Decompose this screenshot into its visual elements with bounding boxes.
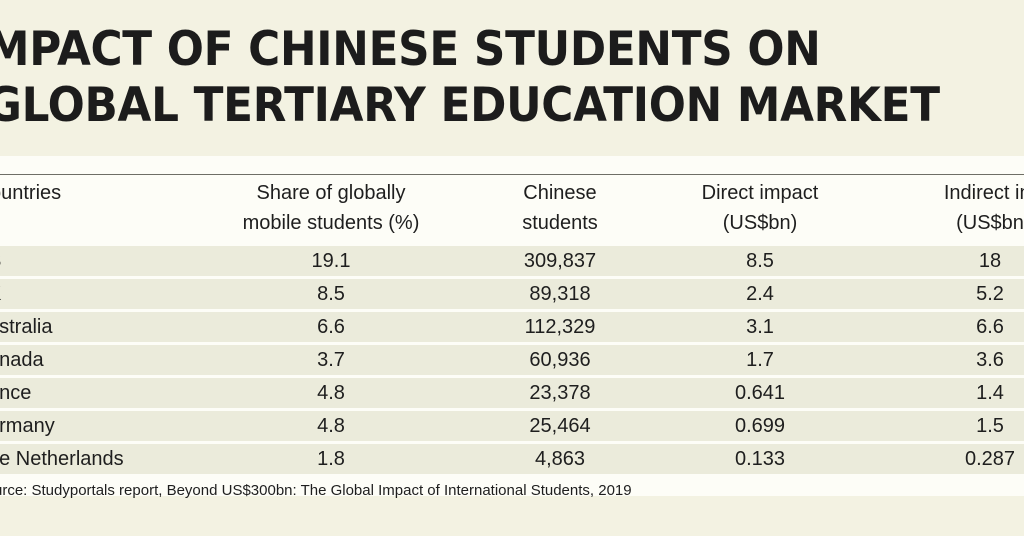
cell-direct-impact: 1.7 [746,349,774,371]
cell-chinese-students: 60,936 [529,349,591,371]
cell-chinese-students: 4,863 [534,448,586,470]
cell-indirect-impact: 1.5 [976,415,1004,437]
cell-indirect-impact: 5.2 [976,283,1004,305]
cell-indirect-impact: 1.4 [976,382,1004,404]
cell-direct-impact: 0.641 [734,382,786,404]
cell-share: 6.6 [317,316,345,338]
source-note: urce: Studyportals report, Beyond US$300… [0,482,632,499]
cell-direct-impact: 3.1 [746,316,774,338]
cell-country: he Netherlands [0,448,124,470]
title-line-2: GLOBAL TERTIARY EDUCATION MARKET [0,78,940,133]
cell-share: 19.1 [311,250,351,272]
cell-share: 4.8 [317,382,345,404]
header-direct-impact: Direct impact (US$bn) [701,182,819,234]
header-chinese-students: Chinese students [522,182,598,234]
cell-direct-impact: 0.133 [734,448,786,470]
cell-share: 8.5 [317,283,345,305]
cell-indirect-impact: 3.6 [976,349,1004,371]
table-row: ustralia 6.6 112,329 3.1 6.6 [0,312,1024,342]
cell-share: 1.8 [317,448,345,470]
table-row: ermany 4.8 25,464 0.699 1.5 [0,411,1024,441]
cell-country: anada [0,349,44,371]
cell-direct-impact: 2.4 [746,283,774,305]
cell-direct-impact: 0.699 [734,415,786,437]
cell-indirect-impact: 18 [978,250,1002,272]
cell-indirect-impact: 6.6 [976,316,1004,338]
cell-country: ance [0,382,32,404]
page-title: MPACT OF CHINESE STUDENTS ON GLOBAL TERT… [0,22,940,134]
cell-chinese-students: 25,464 [529,415,591,437]
cell-country: ermany [0,415,55,437]
header-indirect-impact: Indirect im (US$bn [943,182,1024,234]
cell-direct-impact: 8.5 [746,250,774,272]
table-row: ance 4.8 23,378 0.641 1.4 [0,378,1024,408]
cell-country: S [0,246,1,276]
table-row: K 8.5 89,318 2.4 5.2 [0,279,1024,309]
cell-share: 4.8 [317,415,345,437]
cell-country: ustralia [0,316,53,338]
cell-share: 3.7 [317,349,345,371]
cell-chinese-students: 309,837 [523,250,597,272]
header-share-of-mobile-students: Share of globally mobile students (%) [242,182,420,234]
cell-chinese-students: 23,378 [529,382,591,404]
header-countries: ountries [0,182,62,204]
table-row: S 19.1 309,837 8.5 18 [0,246,1024,276]
header-divider [0,174,1024,175]
cell-country: K [0,279,1,309]
table-row: anada 3.7 60,936 1.7 3.6 [0,345,1024,375]
table-row: he Netherlands 1.8 4,863 0.133 0.287 [0,444,1024,474]
cell-chinese-students: 112,329 [524,316,596,338]
table-body: S 19.1 309,837 8.5 18 K 8.5 89,318 2.4 5… [0,246,1024,477]
title-line-1: MPACT OF CHINESE STUDENTS ON [0,22,821,77]
cell-indirect-impact: 0.287 [964,448,1016,470]
cell-chinese-students: 89,318 [529,283,591,305]
